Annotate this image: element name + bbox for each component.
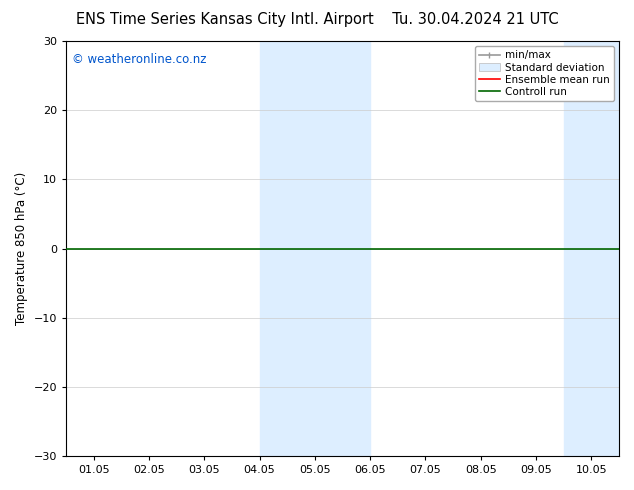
Bar [342, 41, 370, 456]
Bar [259, 41, 342, 456]
Y-axis label: Temperature 850 hPa (°C): Temperature 850 hPa (°C) [15, 172, 28, 325]
Text: © weatheronline.co.nz: © weatheronline.co.nz [72, 53, 206, 67]
Legend: min/max, Standard deviation, Ensemble mean run, Controll run: min/max, Standard deviation, Ensemble me… [475, 46, 614, 101]
Text: ENS Time Series Kansas City Intl. Airport    Tu. 30.04.2024 21 UTC: ENS Time Series Kansas City Intl. Airpor… [75, 12, 559, 27]
Bar [564, 41, 619, 456]
